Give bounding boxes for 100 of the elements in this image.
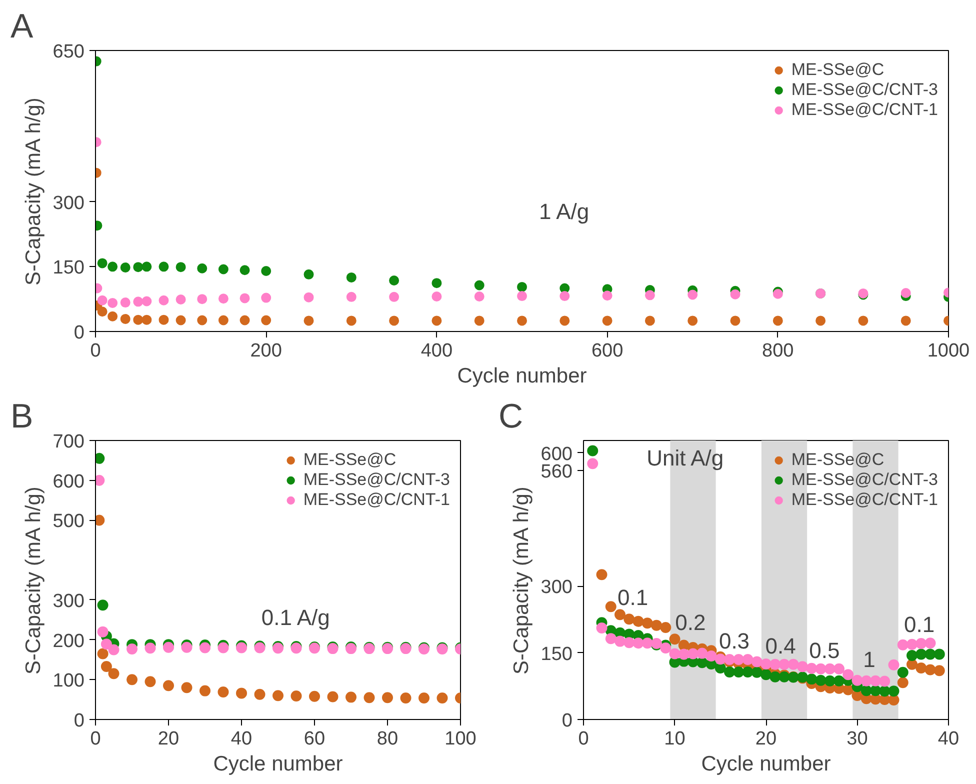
point xyxy=(108,311,118,322)
legend-label: ME-SSe@C/CNT-1 xyxy=(303,490,450,510)
y-axis-title: S-Capacity (mA h/g) xyxy=(510,486,533,675)
x-tick-label: 600 xyxy=(591,340,624,362)
point xyxy=(100,661,112,672)
annotation: 0.5 xyxy=(809,638,840,664)
point xyxy=(108,668,120,680)
point xyxy=(218,642,229,654)
point xyxy=(304,316,314,326)
point xyxy=(176,262,186,272)
point xyxy=(824,663,836,674)
point xyxy=(760,658,772,670)
y-tick-label: 500 xyxy=(52,511,84,532)
point xyxy=(218,264,228,274)
point xyxy=(587,445,598,456)
point xyxy=(660,642,672,654)
point xyxy=(742,654,754,666)
point xyxy=(669,634,680,645)
point xyxy=(304,269,314,280)
point xyxy=(240,293,250,304)
point xyxy=(770,671,781,682)
point xyxy=(240,315,250,326)
point xyxy=(346,316,356,326)
point xyxy=(144,676,156,688)
point xyxy=(133,314,144,325)
annotation: Unit A/g xyxy=(646,446,724,471)
point xyxy=(126,643,138,654)
x-tick-label: 1000 xyxy=(927,340,970,362)
point xyxy=(108,298,118,308)
point xyxy=(108,262,118,272)
point xyxy=(733,666,744,678)
x-axis-title: Cycle number xyxy=(457,364,587,388)
point xyxy=(742,666,754,678)
point xyxy=(436,692,448,704)
point xyxy=(852,674,863,686)
point xyxy=(916,662,927,674)
point xyxy=(815,663,826,674)
point xyxy=(389,316,400,326)
point xyxy=(432,291,442,302)
y-tick-label: 300 xyxy=(52,192,84,214)
point xyxy=(560,291,570,302)
point xyxy=(816,316,826,326)
point xyxy=(806,662,818,674)
x-tick-label: 400 xyxy=(420,340,453,362)
point xyxy=(261,315,272,326)
point xyxy=(346,272,356,282)
point xyxy=(614,609,626,620)
point xyxy=(126,674,138,686)
x-tick-label: 40 xyxy=(230,728,252,750)
point xyxy=(432,278,442,288)
x-axis-title: Cycle number xyxy=(213,752,343,776)
legend-label: ME-SSe@C/CNT-3 xyxy=(791,80,938,100)
point xyxy=(596,569,608,580)
point xyxy=(133,262,144,272)
point xyxy=(560,316,570,326)
legend-label: ME-SSe@C xyxy=(791,450,884,470)
point xyxy=(688,316,698,326)
point xyxy=(120,314,130,324)
point xyxy=(642,618,653,629)
point xyxy=(382,692,393,704)
x-tick-label: 0 xyxy=(90,728,101,750)
point xyxy=(304,292,314,302)
x-tick-label: 200 xyxy=(250,340,282,362)
annotation: 1 xyxy=(863,647,876,672)
point xyxy=(660,622,672,634)
point xyxy=(730,289,740,300)
legend-label: ME-SSe@C xyxy=(791,60,884,80)
point xyxy=(897,666,908,678)
y-tick-label: 150 xyxy=(540,644,572,665)
point xyxy=(772,316,783,326)
point xyxy=(97,626,108,638)
point xyxy=(602,290,612,301)
point xyxy=(97,600,108,611)
chart-title: A xyxy=(10,8,34,46)
point xyxy=(614,636,626,647)
point xyxy=(309,690,320,702)
point xyxy=(632,638,644,649)
annotation: 1 A/g xyxy=(538,198,590,224)
point xyxy=(474,291,484,302)
point xyxy=(181,682,192,694)
point xyxy=(644,316,655,326)
x-axis-title: Cycle number xyxy=(701,752,831,776)
point xyxy=(142,262,152,272)
y-tick-label: 200 xyxy=(52,630,84,652)
point xyxy=(834,663,844,674)
point xyxy=(200,685,210,696)
annotation: 0.1 A/g xyxy=(261,604,330,630)
point xyxy=(218,294,228,304)
annotation: 0.4 xyxy=(765,634,796,659)
point xyxy=(632,616,644,627)
point xyxy=(924,648,936,660)
x-tick-label: 100 xyxy=(444,728,476,750)
point xyxy=(760,669,772,680)
y-tick-label: 700 xyxy=(52,432,84,452)
point xyxy=(158,262,169,272)
point xyxy=(870,675,881,686)
x-tick-label: 800 xyxy=(762,340,794,362)
point xyxy=(714,654,726,665)
y-tick-label: 150 xyxy=(52,258,84,279)
point xyxy=(517,291,527,302)
